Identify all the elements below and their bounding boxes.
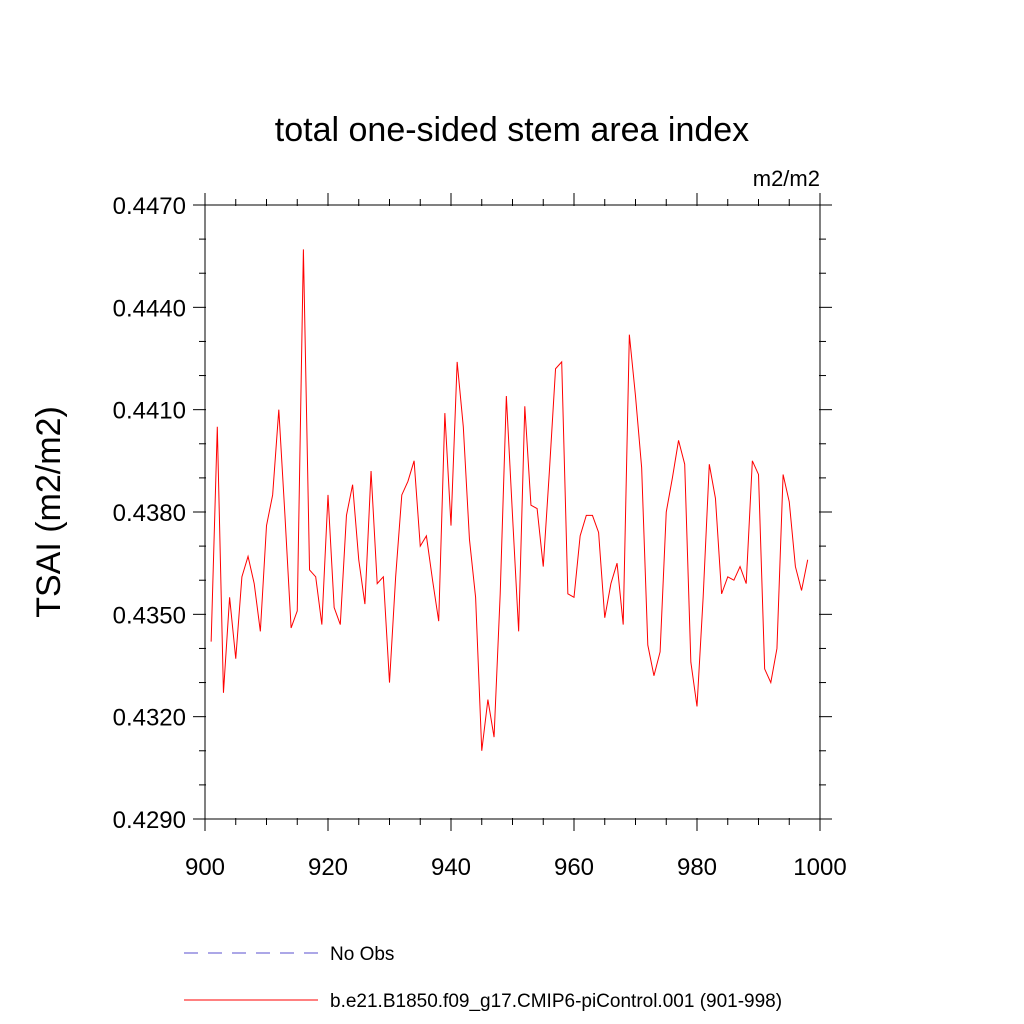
- x-tick-label: 960: [554, 854, 594, 881]
- x-tick-label: 920: [308, 854, 348, 881]
- legend: No Obs b.e21.B1850.f09_g17.CMIP6-piContr…: [184, 944, 782, 1012]
- plot-frame: [204, 204, 821, 820]
- units-label: m2/m2: [753, 166, 820, 191]
- y-tick-label: 0.4470: [113, 193, 186, 220]
- legend-label-picontrol: b.e21.B1850.f09_g17.CMIP6-piControl.001 …: [330, 991, 782, 1012]
- y-tick-label: 0.4350: [113, 602, 186, 629]
- series-layer: [210, 249, 809, 751]
- tick-labels: 0.4290 0.4320 0.4350 0.4380 0.4410 0.4440 0.44…: [113, 193, 847, 881]
- x-tick-label: 900: [185, 854, 225, 881]
- y-tick-label: 0.4410: [113, 398, 186, 425]
- x-tick-label: 1000: [793, 854, 846, 881]
- y-axis-label: TSAI (m2/m2): [30, 406, 68, 618]
- y-tick-label: 0.4290: [113, 807, 186, 834]
- series-line-0: [210, 249, 809, 751]
- y-tick-label: 0.4380: [113, 500, 186, 527]
- chart-title: total one-sided stem area index: [275, 111, 749, 149]
- y-tick-label: 0.4440: [113, 295, 186, 322]
- legend-label-no-obs: No Obs: [330, 944, 394, 965]
- x-tick-label: 940: [431, 854, 471, 881]
- x-tick-label: 980: [677, 854, 717, 881]
- y-tick-label: 0.4320: [113, 705, 186, 732]
